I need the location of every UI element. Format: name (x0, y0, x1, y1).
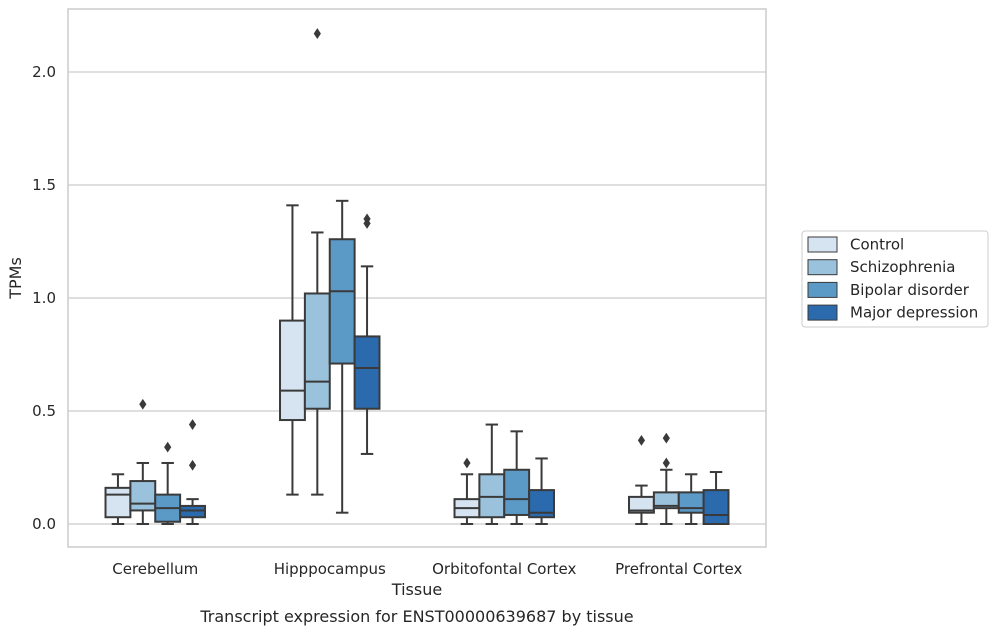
box-iqr (104, 486, 132, 519)
outlier-point (139, 398, 147, 410)
box-prefrontal-cortex-bipolar-disorder (677, 473, 705, 525)
box-orbitofontal-cortex-schizophrenia (478, 423, 506, 525)
y-tick-label: 0.5 (32, 402, 56, 420)
box-orbitofontal-cortex-major-depression (528, 457, 555, 525)
plot-area-frame (67, 8, 767, 548)
y-axis-title: TPMs (6, 257, 25, 300)
box-hipppocampus-bipolar-disorder (328, 199, 356, 514)
box-cerebellum-control (104, 473, 132, 525)
x-tick-label: Orbitofontal Cortex (432, 560, 576, 578)
outlier-point (662, 432, 670, 444)
box-hipppocampus-major-depression (353, 213, 381, 455)
box-iqr (328, 238, 356, 365)
x-tick-label: Hipppocampus (274, 560, 386, 578)
x-tick-labels: Cerebellum Hipppocampus Orbitofontal Corte… (112, 560, 742, 578)
box-cerebellum-major-depression (179, 419, 206, 525)
outlier-point (363, 213, 371, 225)
box-iqr (503, 468, 531, 516)
legend-item-schizophrenia: Schizophrenia (807, 258, 955, 276)
y-tick-labels: 0.0 0.5 1.0 1.5 2.0 (32, 63, 56, 533)
y-tick-label: 1.0 (32, 289, 56, 307)
box-prefrontal-cortex-major-depression (702, 471, 730, 526)
legend-swatch (807, 236, 838, 253)
box-prefrontal-cortex-control (628, 434, 655, 525)
legend-item-control: Control (807, 236, 904, 254)
box-iqr (677, 491, 705, 514)
legend-label: Control (850, 236, 904, 254)
legend-item-bipolar-disorder: Bipolar disorder (807, 281, 970, 299)
box-orbitofontal-cortex-control (453, 457, 481, 525)
outlier-point (637, 434, 646, 446)
box-hipppocampus-control (279, 204, 306, 496)
box-cerebellum-bipolar-disorder (154, 441, 182, 525)
box-iqr (129, 480, 157, 512)
legend-frame (801, 230, 989, 328)
x-tick-label: Cerebellum (112, 560, 198, 578)
box-iqr (478, 473, 506, 519)
box-orbitofontal-cortex-bipolar-disorder (503, 430, 531, 525)
legend-label: Bipolar disorder (850, 281, 970, 299)
box-cerebellum-schizophrenia (129, 398, 157, 525)
y-tick-label: 0.0 (32, 515, 56, 533)
outlier-point (164, 441, 172, 453)
box-prefrontal-cortex-schizophrenia (652, 432, 680, 525)
box-iqr (179, 504, 206, 519)
y-tick-label: 2.0 (32, 63, 56, 81)
legend-label: Major depression (850, 304, 978, 322)
outlier-point (188, 419, 197, 430)
outlier-point (463, 457, 471, 469)
box-iqr (303, 292, 331, 410)
box-iqr (279, 319, 306, 422)
x-axis-title: Tissue (391, 580, 442, 599)
box-iqr (702, 489, 730, 526)
x-tick-label: Prefrontal Cortex (615, 560, 742, 578)
gridlines (68, 71, 766, 525)
chart-caption: Transcript expression for ENST0000063968… (199, 607, 633, 626)
legend-swatch (807, 304, 838, 321)
legend-label: Schizophrenia (850, 258, 955, 276)
legend-swatch (807, 259, 838, 276)
legend-item-major-depression: Major depression (807, 304, 978, 322)
legend: Control Schizophrenia Bipolar disorder Majo… (801, 230, 989, 328)
y-tick-label: 1.5 (32, 176, 56, 194)
outlier-point (662, 457, 670, 469)
outlier-point (188, 459, 197, 471)
box-series (104, 28, 730, 526)
outlier-point (313, 28, 321, 39)
box-iqr (353, 335, 381, 410)
box-hipppocampus-schizophrenia (303, 28, 331, 496)
legend-swatch (807, 281, 838, 298)
